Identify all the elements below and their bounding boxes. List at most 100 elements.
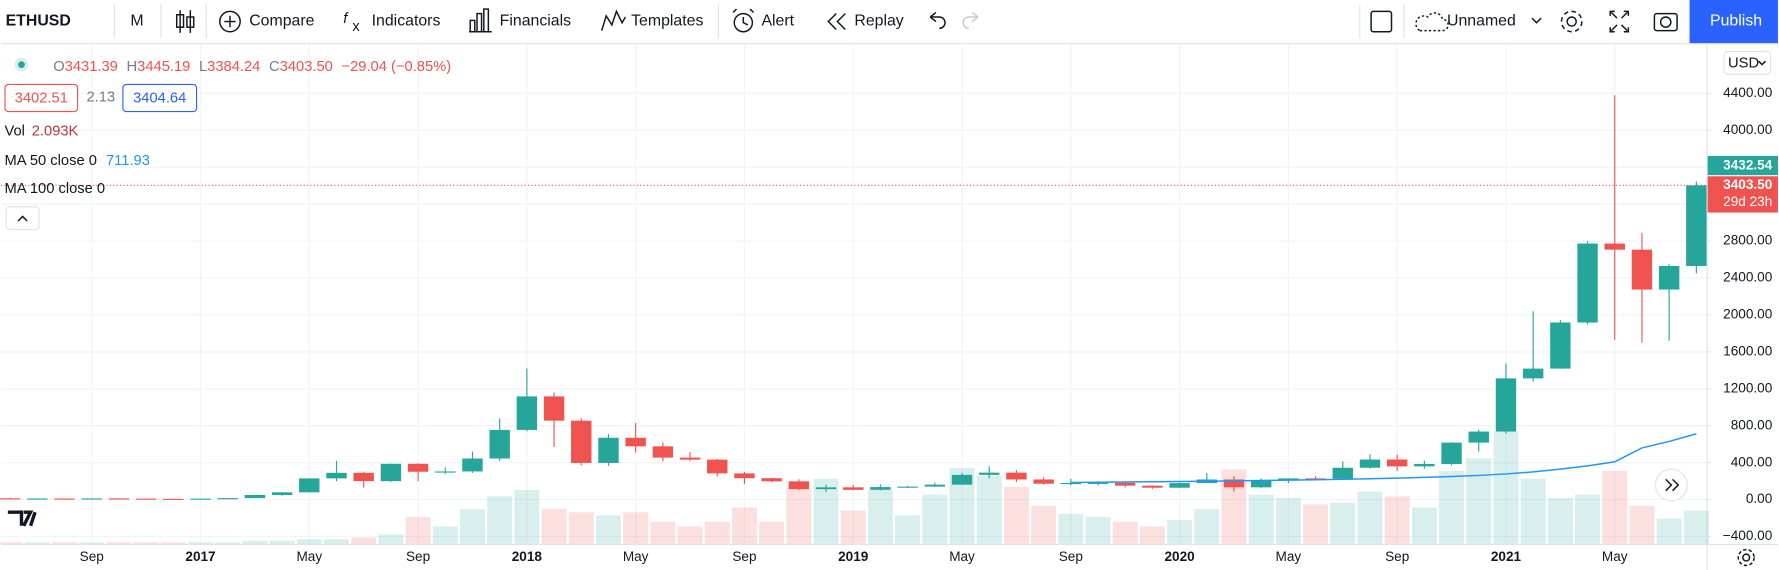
volume-value: 2.093K bbox=[32, 123, 79, 139]
collapse-caret bbox=[17, 215, 28, 222]
candle-body bbox=[598, 437, 619, 463]
x-tick-label: 2020 bbox=[1164, 549, 1194, 564]
candle-body bbox=[1223, 479, 1245, 488]
bid-box[interactable] bbox=[4, 83, 79, 113]
last-label: 3432.54 bbox=[1723, 158, 1773, 173]
volume-bar bbox=[79, 542, 105, 544]
volume-bar bbox=[1248, 494, 1274, 544]
indicators-button[interactable]: Indicators bbox=[372, 13, 441, 30]
volume-bar bbox=[1275, 497, 1301, 544]
axes: −400.00 0.00 400.00 800.00 1200.00 1600.00 200… bbox=[80, 85, 1778, 564]
x-tick-label: 2018 bbox=[512, 549, 543, 564]
open-label: O bbox=[53, 59, 64, 75]
volume-bar bbox=[1683, 510, 1709, 544]
financials-icon[interactable] bbox=[469, 8, 492, 33]
fullscreen-icon[interactable] bbox=[1609, 10, 1630, 33]
candles bbox=[0, 95, 1707, 500]
countdown: 29d 23h bbox=[1723, 194, 1772, 209]
publish-button-bg[interactable] bbox=[1689, 0, 1778, 44]
compare-icon[interactable] bbox=[219, 10, 241, 33]
volume-bar bbox=[541, 509, 567, 544]
settings-icon[interactable] bbox=[1560, 10, 1583, 33]
volume-bar bbox=[351, 537, 377, 544]
candle-body bbox=[870, 487, 891, 490]
replay-icon[interactable] bbox=[827, 13, 846, 30]
interval[interactable]: M bbox=[130, 13, 143, 30]
volume-bar bbox=[1167, 520, 1193, 544]
select-icon[interactable] bbox=[1370, 10, 1393, 33]
candle-body bbox=[843, 487, 864, 490]
candle-body bbox=[1550, 322, 1571, 369]
compare-button[interactable]: Compare bbox=[249, 13, 314, 30]
volume-bar bbox=[1493, 431, 1519, 544]
candle-body bbox=[0, 498, 21, 500]
volume-bar bbox=[1330, 502, 1356, 544]
snapshot-icon[interactable] bbox=[1653, 12, 1678, 32]
y-tick-label: 800.00 bbox=[1731, 417, 1773, 432]
volume-bar bbox=[1656, 518, 1682, 544]
currency-caret bbox=[1758, 60, 1766, 66]
x-tick-label: May bbox=[949, 549, 975, 564]
candle-body bbox=[1441, 442, 1462, 464]
collapse-button[interactable] bbox=[5, 206, 40, 231]
symbol[interactable]: ETHUSD bbox=[6, 13, 71, 30]
volume-bar bbox=[1139, 526, 1165, 544]
publish-button[interactable]: Publish bbox=[1710, 13, 1762, 30]
high-label: H bbox=[126, 59, 137, 75]
currency[interactable]: USD bbox=[1728, 55, 1759, 71]
status-dot bbox=[18, 61, 25, 68]
templates-button[interactable]: Templates bbox=[631, 13, 703, 30]
chart-style-icon[interactable] bbox=[175, 10, 195, 33]
layout-name[interactable]: Unnamed bbox=[1447, 13, 1516, 30]
candle-body bbox=[924, 484, 946, 487]
spread-value: 2.13 bbox=[86, 89, 115, 105]
low-label: L bbox=[199, 59, 207, 75]
volume-bar bbox=[759, 521, 785, 544]
ask-value[interactable]: 3404.64 bbox=[133, 90, 186, 106]
y-tick-label: 2400.00 bbox=[1723, 270, 1773, 285]
volume-bar bbox=[1031, 505, 1057, 544]
candle-body bbox=[380, 463, 402, 482]
candle-body bbox=[1686, 185, 1707, 267]
candle-body bbox=[679, 457, 701, 460]
ask-box[interactable] bbox=[122, 83, 198, 113]
volume-bar bbox=[432, 526, 458, 544]
candle-body bbox=[326, 472, 347, 479]
financials-button[interactable]: Financials bbox=[500, 13, 571, 30]
candle-body bbox=[625, 437, 646, 447]
x-tick-label: 2019 bbox=[838, 549, 869, 564]
axis-settings-icon[interactable] bbox=[1737, 548, 1755, 567]
redo-icon[interactable] bbox=[962, 11, 979, 30]
x-tick-label: May bbox=[1602, 549, 1628, 564]
undo-icon[interactable] bbox=[929, 11, 946, 30]
candle-body bbox=[543, 396, 565, 421]
volume-bar bbox=[514, 489, 540, 544]
candle-body bbox=[1006, 472, 1027, 480]
indicators-icon[interactable]: f bbox=[343, 11, 349, 27]
ohlc-legend: O3431.39 H3445.19 L3384.24 C3403.50 −29.… bbox=[53, 59, 451, 75]
ma50-legend: MA 50 close 0 711.93 bbox=[4, 153, 149, 169]
templates-icon[interactable] bbox=[600, 9, 627, 31]
volume-legend: Vol 2.093K bbox=[4, 123, 78, 139]
replay-button[interactable]: Replay bbox=[854, 13, 903, 30]
currency-button[interactable] bbox=[1723, 50, 1772, 75]
candle-body bbox=[135, 498, 157, 500]
candle-body bbox=[217, 498, 238, 500]
layout-caret[interactable] bbox=[1531, 17, 1542, 24]
candle-body bbox=[1332, 467, 1353, 479]
volume-bar bbox=[1520, 478, 1546, 544]
tv-logo bbox=[7, 510, 37, 527]
bid-value[interactable]: 3402.51 bbox=[15, 90, 68, 106]
volume-bar bbox=[0, 542, 23, 544]
x-tick-label: Sep bbox=[406, 549, 430, 564]
alert-button[interactable]: Alert bbox=[761, 13, 794, 30]
candle-body bbox=[27, 498, 48, 500]
candle-body bbox=[1468, 431, 1489, 443]
volume-bar bbox=[215, 542, 241, 544]
volume-bar bbox=[24, 542, 50, 544]
candle-body bbox=[1386, 459, 1408, 467]
volume-bar bbox=[895, 515, 921, 544]
alert-icon[interactable] bbox=[732, 8, 755, 33]
volume-bar bbox=[378, 534, 404, 544]
volume-bar bbox=[840, 510, 866, 544]
